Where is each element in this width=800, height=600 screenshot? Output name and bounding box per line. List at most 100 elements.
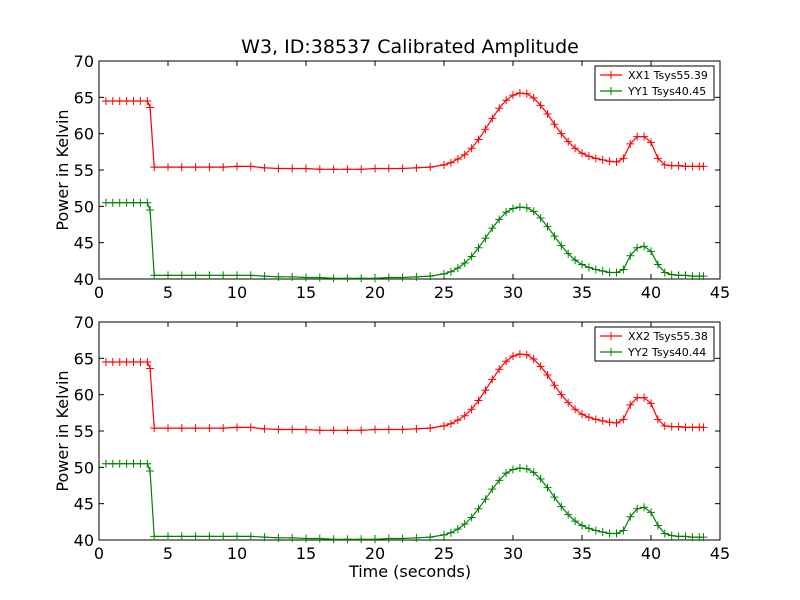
data-point	[371, 274, 379, 283]
data-point	[571, 517, 580, 526]
data-point	[653, 521, 662, 530]
data-point	[398, 273, 407, 282]
data-point	[612, 268, 621, 277]
x-tick-label: 30	[503, 544, 523, 563]
legend: XX2 Tsys55.38 YY2 Tsys40.44	[594, 326, 715, 362]
data-point	[246, 162, 255, 171]
data-point	[412, 424, 421, 433]
y-axis-label: Power in Kelvin	[53, 109, 72, 230]
data-point	[343, 535, 352, 544]
data-point	[302, 425, 310, 434]
data-point	[515, 349, 524, 358]
data-point	[667, 531, 676, 540]
data-point	[315, 165, 324, 174]
legend-label: XX2 Tsys55.38	[628, 330, 708, 343]
data-point	[453, 264, 462, 273]
data-point	[619, 154, 628, 163]
data-point	[536, 362, 545, 371]
data-point	[371, 535, 379, 544]
data-point	[529, 207, 538, 216]
data-point	[453, 525, 462, 534]
data-point	[653, 260, 662, 269]
data-point	[612, 529, 621, 538]
bottom-plot: 0 5 10 15 20 25 30 35 40 45 40 45 50 55 60 65 70 Power in…	[53, 313, 730, 563]
data-point	[578, 410, 586, 419]
data-point	[136, 459, 145, 468]
data-point	[578, 149, 586, 158]
data-point	[329, 274, 338, 283]
data-point	[522, 464, 531, 473]
x-tick-label: 30	[503, 283, 523, 302]
data-point	[219, 271, 228, 280]
data-point	[219, 532, 228, 541]
data-point	[571, 256, 580, 265]
data-point	[440, 269, 448, 278]
data-point	[460, 520, 469, 529]
data-point	[446, 267, 455, 276]
data-point	[584, 524, 593, 533]
data-point	[371, 164, 379, 173]
data-point	[502, 208, 511, 217]
data-point	[343, 165, 352, 174]
data-point	[550, 120, 559, 129]
data-point	[557, 241, 566, 250]
data-point	[274, 164, 283, 173]
data-point	[495, 215, 504, 224]
y-axis-label: Power in Kelvin	[53, 370, 72, 491]
data-point	[688, 423, 697, 432]
data-point	[660, 421, 669, 430]
data-point	[674, 271, 683, 280]
legend-box	[594, 326, 715, 362]
data-point	[488, 375, 497, 384]
data-point	[412, 533, 421, 542]
y-tick-label: 45	[74, 234, 94, 253]
legend-marker	[607, 87, 615, 95]
data-point	[688, 162, 697, 171]
data-point	[674, 161, 683, 170]
data-point	[481, 495, 490, 504]
x-tick-label: 35	[572, 283, 592, 302]
data-point	[288, 164, 297, 173]
data-point	[315, 273, 324, 282]
data-point	[108, 96, 117, 105]
data-point	[460, 150, 469, 159]
top-plot: 0 5 10 15 20 25 30 35 40 45 40 45 50 55 60 65 70 Power in…	[53, 52, 730, 302]
x-tick-label: 15	[296, 544, 316, 563]
x-tick-label: 40	[641, 544, 661, 563]
data-point	[543, 222, 552, 231]
data-point	[453, 416, 462, 425]
x-tick-label: 45	[710, 544, 730, 563]
y-tick-label: 50	[74, 458, 94, 477]
data-point	[681, 271, 690, 280]
data-point	[150, 532, 159, 541]
legend-box	[594, 65, 715, 101]
data-point	[488, 485, 497, 494]
data-point	[446, 528, 455, 537]
data-point	[653, 154, 662, 163]
data-point	[108, 198, 117, 207]
data-point	[633, 243, 642, 252]
x-tick-label: 10	[227, 544, 247, 563]
data-point	[536, 101, 545, 110]
y-tick-label: 50	[74, 197, 94, 216]
data-point	[502, 469, 511, 478]
data-point	[426, 424, 435, 433]
data-point	[591, 415, 600, 424]
data-point	[543, 371, 552, 380]
data-point	[699, 272, 708, 281]
y-tick-label: 65	[74, 349, 94, 368]
data-point	[647, 508, 655, 517]
data-point	[688, 272, 697, 281]
data-point	[302, 534, 310, 543]
data-point	[302, 273, 310, 282]
data-point	[474, 504, 483, 513]
data-point	[529, 94, 538, 103]
data-point	[357, 274, 366, 283]
data-point	[474, 135, 483, 144]
data-point	[143, 96, 152, 105]
data-point	[191, 271, 200, 280]
y-tick-label: 70	[74, 52, 94, 71]
data-point	[164, 163, 172, 172]
data-point	[699, 162, 708, 171]
data-point	[653, 415, 662, 424]
